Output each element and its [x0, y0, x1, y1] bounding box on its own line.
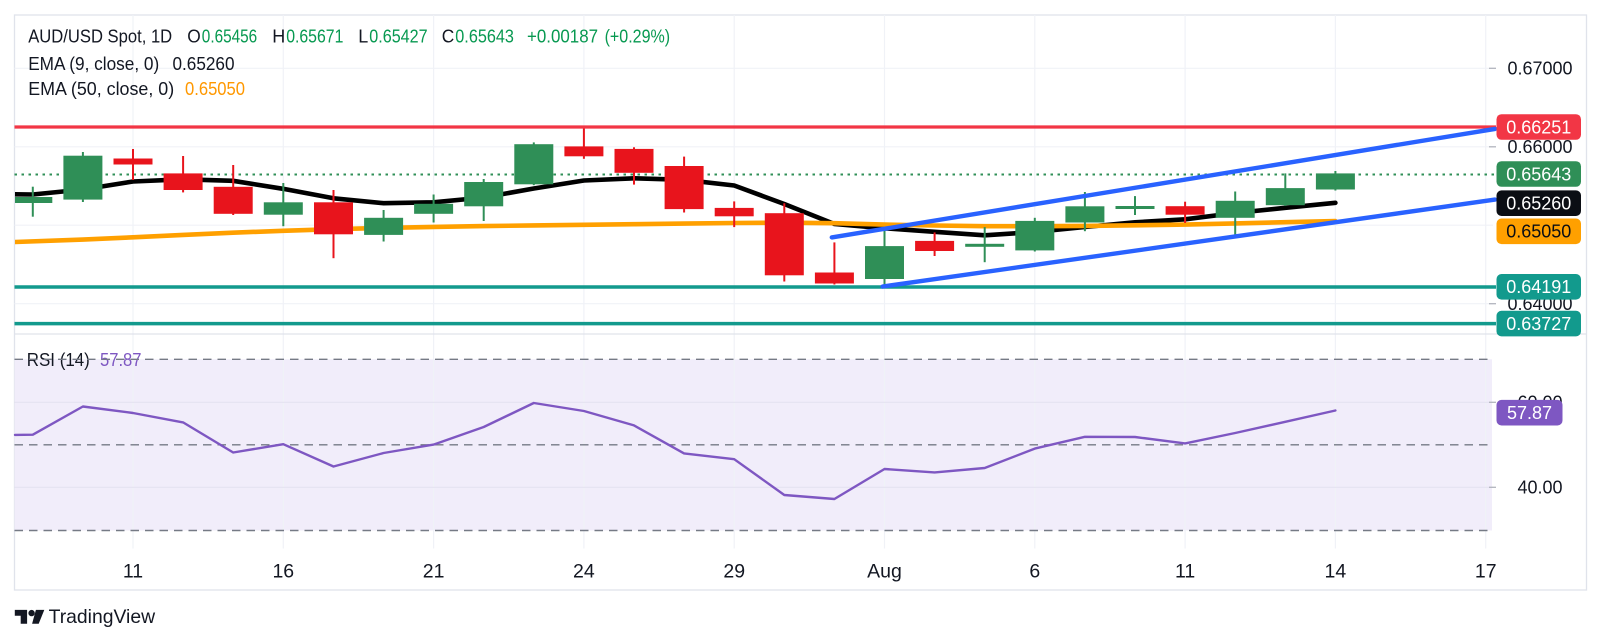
svg-text:11: 11: [1175, 561, 1195, 583]
svg-text:0.65671: 0.65671: [286, 26, 343, 46]
svg-text:O: O: [187, 26, 201, 46]
svg-text:AUD/USD Spot, 1D: AUD/USD Spot, 1D: [28, 26, 172, 46]
svg-text:0.64191: 0.64191: [1506, 277, 1571, 297]
svg-text:TradingView: TradingView: [49, 606, 156, 628]
svg-text:0.67000: 0.67000: [1507, 59, 1572, 79]
svg-text:0.65050: 0.65050: [1506, 222, 1571, 242]
svg-text:Aug: Aug: [867, 561, 902, 583]
svg-text:EMA (9, close, 0): EMA (9, close, 0): [28, 54, 159, 74]
svg-text:0.66000: 0.66000: [1507, 137, 1572, 157]
svg-text:EMA (50, close, 0): EMA (50, close, 0): [28, 79, 174, 99]
svg-text:0.65260: 0.65260: [173, 54, 235, 74]
svg-text:16: 16: [272, 561, 294, 583]
svg-text:0.65456: 0.65456: [202, 26, 257, 46]
svg-text:29: 29: [723, 561, 745, 583]
svg-text:11: 11: [123, 561, 143, 583]
svg-text:0.65427: 0.65427: [369, 26, 427, 46]
svg-text:0.66251: 0.66251: [1506, 117, 1571, 137]
svg-text:17: 17: [1475, 561, 1497, 583]
svg-text:6: 6: [1029, 561, 1040, 583]
svg-text:24: 24: [573, 561, 595, 583]
svg-text:57.87: 57.87: [1507, 403, 1552, 423]
svg-text:L: L: [358, 26, 368, 46]
svg-text:0.65050: 0.65050: [185, 79, 245, 99]
svg-text:+0.00187: +0.00187: [527, 26, 598, 46]
svg-text:(+0.29%): (+0.29%): [605, 26, 671, 46]
svg-text:21: 21: [423, 561, 445, 583]
svg-text:14: 14: [1325, 561, 1347, 583]
svg-text:0.65260: 0.65260: [1506, 194, 1571, 214]
svg-text:0.65643: 0.65643: [1506, 164, 1571, 184]
svg-text:H: H: [272, 26, 285, 46]
svg-text:0.63727: 0.63727: [1506, 314, 1571, 334]
svg-text:40.00: 40.00: [1517, 478, 1562, 498]
svg-text:0.65643: 0.65643: [455, 26, 514, 46]
svg-text:C: C: [442, 26, 455, 46]
